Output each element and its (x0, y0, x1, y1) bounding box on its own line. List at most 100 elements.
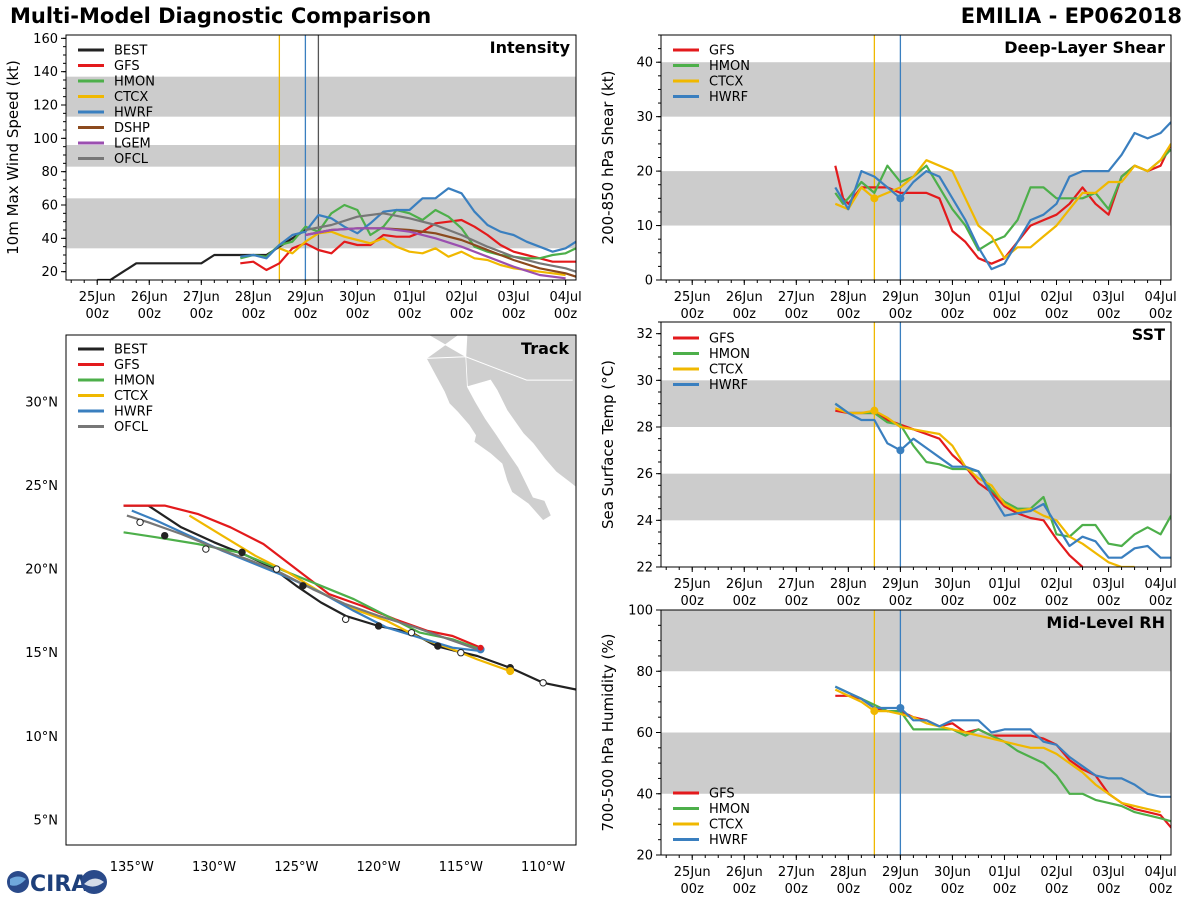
best-track-point (434, 642, 442, 650)
legend-label-gfs: GFS (709, 787, 735, 802)
x-tick-day: 25Jun (674, 577, 711, 592)
panel-title: Deep-Layer Shear (1004, 38, 1165, 57)
legend-label-hmon: HMON (709, 347, 750, 362)
band-0 (661, 732, 1171, 794)
series-group (834, 685, 1171, 829)
y-axis-label: 10m Max Wind Speed (kt) (4, 60, 22, 255)
x-tick-day: 27Jun (778, 577, 815, 592)
x-tick-hour: 00z (1045, 307, 1069, 322)
hwrf-analysis-dot (896, 194, 905, 203)
legend-label-hwrf: HWRF (709, 378, 748, 393)
us-mexico-border (426, 356, 573, 381)
lat-tick-label: 5°N (34, 813, 59, 828)
x-tick-hour: 00z (733, 882, 757, 897)
series-hwrf (240, 187, 576, 260)
x-tick-day: 29Jun (882, 577, 919, 592)
x-tick-hour: 00z (941, 594, 965, 609)
best-track-point (161, 531, 169, 540)
legend-label-ofcl: OFCL (114, 152, 149, 167)
track-ofcl (126, 514, 478, 651)
x-tick-day: 02Jul (1040, 290, 1072, 305)
y-axis-label: Sea Surface Temp (°C) (599, 360, 617, 529)
best-track-point (407, 628, 416, 637)
track-legend-label-hmon: HMON (114, 374, 155, 389)
x-tick-hour: 00z (681, 307, 705, 322)
x-tick-hour: 00z (889, 594, 913, 609)
x-tick-day: 04Jul (1144, 577, 1176, 592)
y-tick-label: 22 (636, 561, 653, 576)
lon-tick-label: 130°W (192, 860, 236, 875)
x-tick-hour: 00z (346, 307, 370, 322)
track-gfs (123, 504, 482, 649)
x-tick-hour: 00z (993, 882, 1017, 897)
track-legend-label-hwrf: HWRF (114, 405, 153, 420)
best-track-point (341, 615, 350, 623)
x-tick-day: 28Jun (830, 290, 867, 305)
y-tick-label: 80 (636, 665, 653, 680)
series-hwrf (834, 402, 1171, 559)
band-0 (661, 473, 1171, 521)
x-tick-hour: 00z (733, 307, 757, 322)
best-track-point (272, 565, 281, 573)
x-tick-day: 03Jul (1092, 865, 1124, 880)
y-tick-label: 80 (41, 165, 58, 180)
band-0 (66, 198, 576, 249)
ctcx-analysis-dot (870, 406, 879, 415)
x-tick-hour: 00z (837, 882, 861, 897)
x-tick-hour: 00z (733, 594, 757, 609)
x-tick-day: 01Jul (988, 290, 1020, 305)
best-track-point (299, 582, 307, 590)
y-axis-label: 200-850 hPa Shear (kt) (599, 71, 617, 245)
y-tick-label: 40 (636, 787, 653, 802)
panel-title: SST (1132, 325, 1165, 344)
y-tick-label: 28 (636, 421, 653, 436)
x-tick-hour: 00z (554, 307, 578, 322)
panel-title: Intensity (490, 38, 571, 57)
x-tick-hour: 00z (681, 594, 705, 609)
band-1 (661, 610, 1171, 672)
y-tick-label: 100 (628, 604, 653, 619)
y-tick-label: 20 (636, 165, 653, 180)
x-tick-day: 26Jun (726, 577, 763, 592)
y-tick-label: 60 (636, 726, 653, 741)
x-tick-hour: 00z (1045, 882, 1069, 897)
lat-tick-label: 10°N (25, 730, 58, 745)
x-tick-day: 30Jun (934, 865, 971, 880)
band-2 (66, 76, 576, 117)
x-tick-day: 02Jul (1040, 577, 1072, 592)
x-tick-hour: 00z (1097, 307, 1121, 322)
best-track-point (539, 679, 547, 687)
hwrf-analysis-dot (896, 704, 905, 712)
legend-label-ctcx: CTCX (709, 363, 743, 378)
x-tick-day: 03Jul (1092, 577, 1124, 592)
legend-label-ctcx: CTCX (709, 75, 743, 90)
x-tick-hour: 00z (1097, 882, 1121, 897)
x-tick-day: 02Jul (445, 290, 477, 305)
track-legend-label-best: BEST (114, 343, 147, 358)
x-tick-day: 27Jun (778, 290, 815, 305)
x-tick-hour: 00z (785, 882, 809, 897)
x-tick-hour: 00z (837, 594, 861, 609)
series-hwrf (834, 685, 1171, 798)
gfs-track-start (477, 644, 484, 651)
legend-label-gfs: GFS (709, 44, 735, 59)
legend-label-lgem: LGEM (114, 137, 151, 152)
y-tick-label: 30 (636, 110, 653, 125)
ctcx-analysis-dot (870, 194, 879, 203)
track-title: Track (521, 339, 569, 358)
y-tick-label: 140 (33, 65, 58, 80)
best-track-point (136, 518, 144, 526)
y-tick-label: 24 (636, 514, 653, 529)
x-tick-hour: 00z (681, 882, 705, 897)
legend-label-hwrf: HWRF (709, 90, 748, 105)
x-tick-day: 26Jun (726, 865, 763, 880)
x-tick-day: 29Jun (882, 865, 919, 880)
x-tick-day: 28Jun (830, 865, 867, 880)
y-tick-label: 30 (636, 374, 653, 389)
legend-label-ctcx: CTCX (114, 90, 148, 105)
y-tick-label: 32 (636, 327, 653, 342)
